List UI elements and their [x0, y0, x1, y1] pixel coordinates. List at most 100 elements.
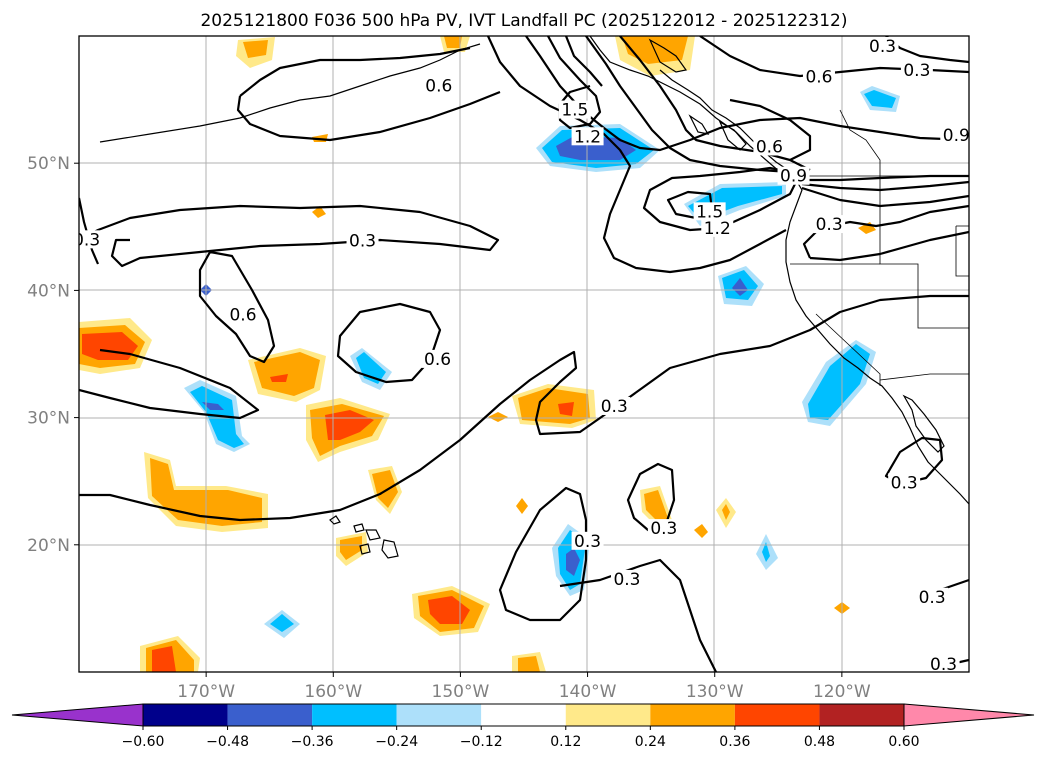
lon-tick-label: 140°W: [559, 682, 617, 702]
contour-label-bg: [610, 569, 643, 588]
contour-label: 0.9: [943, 126, 970, 146]
lon-tick-label: 160°W: [304, 682, 362, 702]
shade-positive: [694, 524, 708, 538]
shade-negative: [864, 90, 896, 108]
gridlines: [79, 36, 969, 672]
colorbar: −0.60 −0.48 −0.36 −0.24 −0.12 0.12 0.24 0.36 0.4…: [11, 703, 1035, 750]
colorbar-tick-label: 0.60: [888, 734, 919, 750]
contour-label: 1.2: [704, 219, 731, 239]
shade-positive: [254, 352, 320, 396]
contour-label-bg: [866, 36, 899, 55]
colorbar-tick-label: −0.36: [291, 734, 334, 750]
contour-labels: 0.6 0.60.30.30.91.51.20.60.91.51.2 0.30.3 0…: [73, 36, 970, 675]
shade-negative: [270, 614, 294, 632]
shade-negative: [762, 542, 770, 562]
contour-label-bg: [598, 396, 631, 415]
contour-label-bg: [571, 531, 604, 550]
contour-label: 1.5: [561, 101, 588, 121]
lat-tick-label: 50°N: [27, 154, 70, 174]
contour-label: 0.3: [930, 655, 957, 675]
shade-positive: [312, 206, 326, 218]
contour-label-bg: [916, 587, 949, 606]
colorbar-tick-label: 0.48: [804, 734, 835, 750]
coastlines: [99, 36, 969, 559]
contour-label: 1.5: [696, 202, 723, 222]
colorbar-tick-label: −0.24: [375, 734, 418, 750]
colorbar-extend-low: [11, 703, 144, 727]
lon-tick-label: 150°W: [432, 682, 490, 702]
colorbar-tick-label: −0.60: [122, 734, 165, 750]
colorbar-segment: [312, 704, 397, 726]
shade-positive: [152, 646, 176, 672]
contour-label: 0.3: [816, 215, 843, 235]
contour-label-bg: [422, 76, 455, 95]
shade-positive: [644, 490, 668, 524]
contour-label: 0.6: [425, 76, 452, 96]
contour-label-bg: [558, 100, 591, 119]
lat-tick-label: 40°N: [27, 281, 70, 301]
contour-label: 0.3: [869, 37, 896, 57]
shade-positive: [488, 412, 508, 422]
colorbar-tick-label: 0.36: [719, 734, 750, 750]
colorbar-segment: [143, 704, 228, 726]
contour-label-bg: [79, 230, 103, 249]
contour-label: 0.6: [756, 137, 783, 157]
lon-tick-label: 120°W: [813, 682, 871, 702]
colorbar-frame: [142, 703, 905, 727]
colorbar-segment: [819, 704, 904, 726]
contour-label: 0.6: [424, 350, 451, 370]
contour-label-bg: [421, 349, 454, 368]
contour-label: 0.6: [229, 305, 256, 325]
shade-positive: [722, 504, 730, 520]
contour-label-bg: [900, 61, 933, 80]
contour-label: 0.3: [73, 230, 100, 250]
colorbar-segment: [565, 704, 651, 726]
contour-label-bg: [927, 655, 960, 672]
lon-tick-label: 170°W: [177, 682, 235, 702]
shade-negative: [202, 402, 224, 410]
contour-label-bg: [888, 473, 921, 492]
shade-negative: [566, 548, 580, 576]
colorbar-segment: [650, 704, 735, 726]
plot-frame: [78, 35, 970, 673]
contour-label: 0.3: [349, 232, 376, 252]
chart-title: 2025121800 F036 500 hPa PV, IVT Landfall…: [200, 11, 847, 31]
shade-positive: [243, 40, 268, 58]
contour-label-bg: [940, 126, 969, 145]
shade-positive: [444, 36, 462, 48]
shade-positive: [340, 536, 362, 560]
contour-label: 0.3: [919, 588, 946, 608]
longitude-axis: 170°W 160°W 150°W 140°W 130°W 120°W: [177, 672, 871, 702]
colorbar-segment: [396, 704, 482, 726]
contour-label-bg: [227, 305, 260, 324]
shade-negative: [732, 278, 748, 296]
contour-label-bg: [777, 166, 810, 185]
colorbar-tick-label: 0.12: [550, 734, 581, 750]
contour-label: 0.3: [650, 519, 677, 539]
colorbar-extend-high: [903, 703, 1035, 727]
contour-label: 0.6: [805, 68, 832, 88]
lat-tick-label: 20°N: [27, 536, 70, 556]
plot-area: 0.6 0.60.30.30.91.51.20.60.91.51.2 0.30.3 0…: [73, 36, 970, 675]
contour-label: 0.3: [903, 61, 930, 81]
contour-label-bg: [647, 519, 680, 538]
contour-label: 0.9: [780, 167, 807, 187]
colorbar-tick-label: −0.12: [460, 734, 503, 750]
contour-label-bg: [813, 215, 846, 234]
contour-label: 0.3: [601, 397, 628, 417]
colorbar-tick-label: −0.48: [206, 734, 249, 750]
shade-negative: [190, 386, 244, 448]
contour-label-bg: [802, 67, 835, 86]
shade-negative: [356, 352, 386, 384]
contour-label-bg: [693, 202, 726, 221]
shade-positive: [270, 374, 288, 382]
contour-label-bg: [571, 127, 604, 146]
shade-positive: [372, 470, 398, 508]
pc-shading: [79, 36, 900, 672]
lon-tick-label: 130°W: [686, 682, 744, 702]
colorbar-segment: [481, 704, 566, 726]
contour-label: 1.2: [574, 127, 601, 147]
colorbar-segment: [227, 704, 313, 726]
contour-label-bg: [701, 218, 734, 237]
latitude-axis: 20°N 30°N 40°N 50°N: [27, 154, 79, 556]
